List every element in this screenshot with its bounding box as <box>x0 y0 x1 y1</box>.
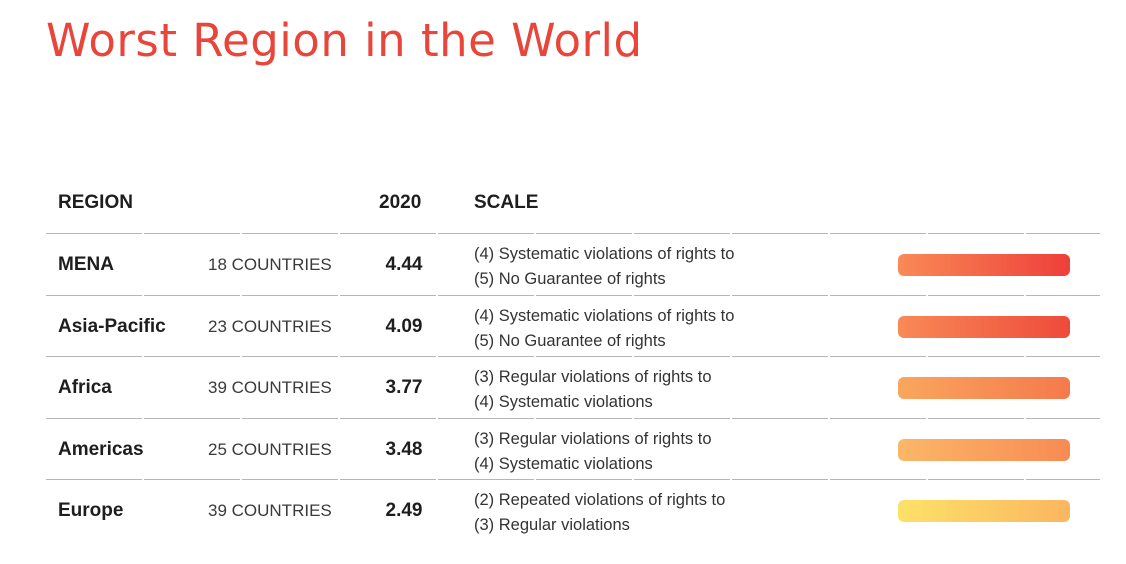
country-count: 23 COUNTRIES <box>208 317 332 336</box>
scale-line: (5) No Guarantee of rights <box>474 270 666 288</box>
scale-line: (4) Systematic violations <box>474 455 653 473</box>
region-name: Europe <box>58 500 124 521</box>
scale-line: (4) Systematic violations of rights to <box>474 307 735 325</box>
region-name: MENA <box>58 254 114 275</box>
page-title: Worst Region in the World <box>46 14 643 67</box>
table-row: Asia-Pacific 23 COUNTRIES 4.09 (4) Systemat… <box>0 296 1126 358</box>
scale-color-bar <box>898 500 1070 522</box>
scale-description: (3) Regular violations of rights to (4) S… <box>474 365 874 415</box>
scale-line: (4) Systematic violations <box>474 393 653 411</box>
table-row: Africa 39 COUNTRIES 3.77 (3) Regular violat… <box>0 357 1126 419</box>
scale-description: (3) Regular violations of rights to (4) S… <box>474 427 874 477</box>
score-value: 3.77 <box>385 377 423 398</box>
scale-description: (4) Systematic violations of rights to (5… <box>474 242 874 292</box>
country-count: 39 COUNTRIES <box>208 501 332 520</box>
region-name: Americas <box>58 439 144 460</box>
score-value: 4.09 <box>385 316 423 337</box>
scale-description: (4) Systematic violations of rights to (5… <box>474 304 874 354</box>
region-name: Africa <box>58 377 112 398</box>
column-header-region: REGION <box>58 192 133 213</box>
region-name: Asia-Pacific <box>58 316 166 337</box>
scale-line: (5) No Guarantee of rights <box>474 332 666 350</box>
table-divider <box>46 356 1100 357</box>
scale-color-bar <box>898 316 1070 338</box>
table-row: Europe 39 COUNTRIES 2.49 (2) Repeated viola… <box>0 480 1126 542</box>
scale-line: (4) Systematic violations of rights to <box>474 245 735 263</box>
scale-line: (3) Regular violations of rights to <box>474 430 712 448</box>
table-divider <box>46 233 1100 234</box>
scale-line: (3) Regular violations <box>474 516 630 534</box>
table-divider <box>46 418 1100 419</box>
scale-line: (2) Repeated violations of rights to <box>474 491 726 509</box>
score-value: 3.48 <box>385 439 423 460</box>
country-count: 39 COUNTRIES <box>208 378 332 397</box>
score-value: 2.49 <box>385 500 423 521</box>
scale-color-bar <box>898 439 1070 461</box>
country-count: 25 COUNTRIES <box>208 440 332 459</box>
table-row: MENA 18 COUNTRIES 4.44 (4) Systematic viola… <box>0 234 1126 296</box>
scale-line: (3) Regular violations of rights to <box>474 368 712 386</box>
column-header-year: 2020 <box>379 192 422 213</box>
table-divider <box>46 479 1100 480</box>
column-header-scale: SCALE <box>474 192 539 213</box>
scale-color-bar <box>898 377 1070 399</box>
scale-color-bar <box>898 254 1070 276</box>
table-divider <box>46 295 1100 296</box>
score-value: 4.44 <box>385 254 423 275</box>
scale-description: (2) Repeated violations of rights to (3) … <box>474 488 874 538</box>
country-count: 18 COUNTRIES <box>208 255 332 274</box>
table-row: Americas 25 COUNTRIES 3.48 (3) Regular viol… <box>0 419 1126 481</box>
